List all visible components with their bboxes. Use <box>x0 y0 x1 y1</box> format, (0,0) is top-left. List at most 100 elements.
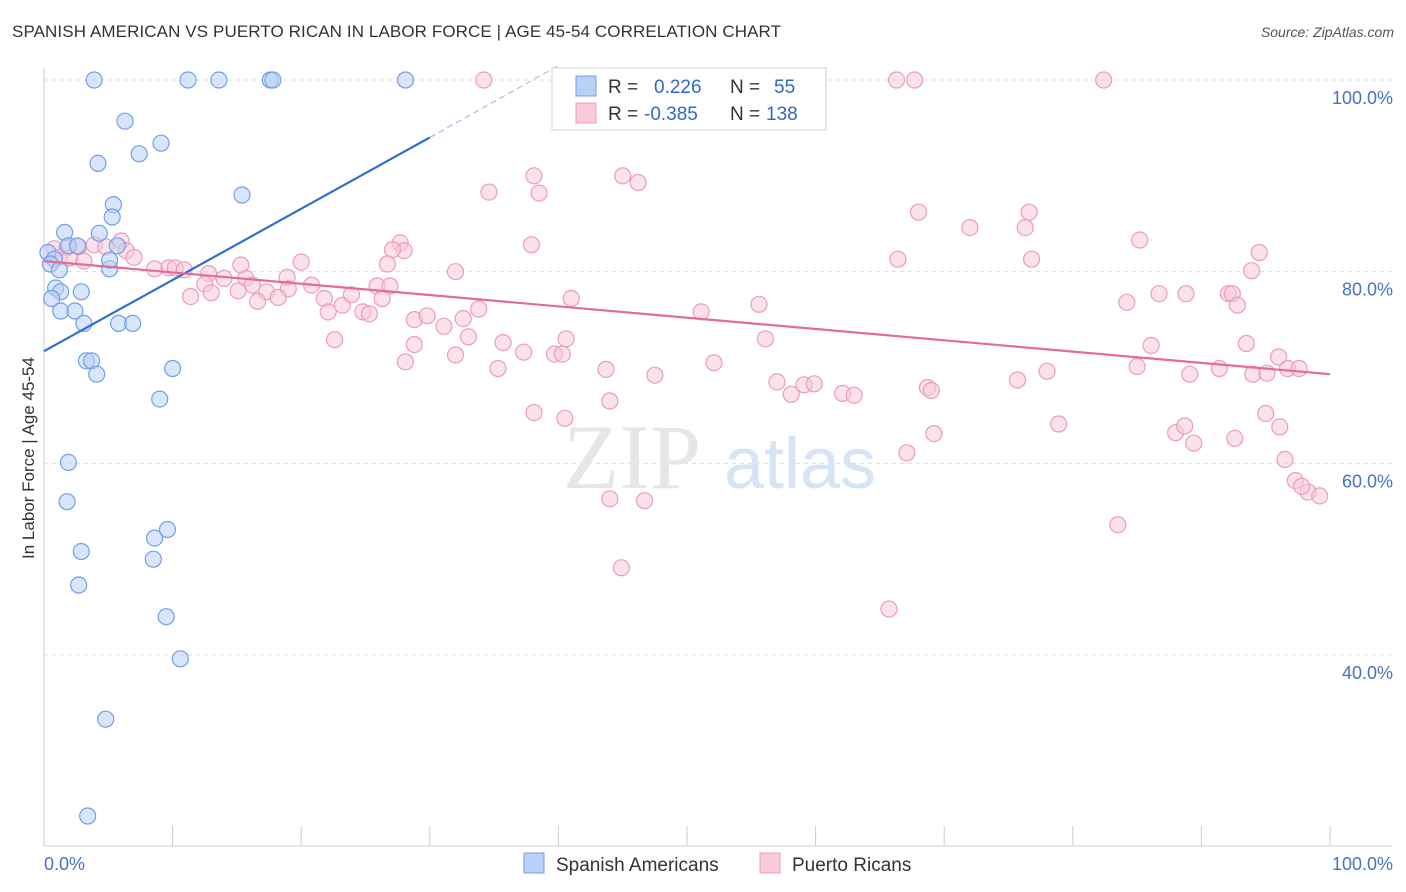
spanish-american-point-5 <box>396 71 414 89</box>
spanish-american-point-12 <box>103 208 121 226</box>
puerto-rican-point-71 <box>750 295 768 313</box>
puerto-rican-point-19 <box>1250 243 1268 262</box>
puerto-rican-point-135 <box>1050 415 1068 433</box>
puerto-rican-point-131 <box>612 559 631 577</box>
puerto-rican-point-16 <box>522 236 541 254</box>
puerto-rican-point-11 <box>1020 203 1038 221</box>
spanish-american-point-48 <box>79 807 97 825</box>
puerto-rican-point-112 <box>805 375 823 393</box>
puerto-rican-point-110 <box>556 409 574 427</box>
puerto-ricans-points <box>45 71 1329 618</box>
puerto-rican-point-100 <box>1269 348 1288 366</box>
puerto-rican-point-88 <box>489 359 507 378</box>
puerto-rican-point-61 <box>248 292 267 310</box>
puerto-rican-point-73 <box>1150 285 1168 303</box>
spanish-american-point-42 <box>72 542 90 561</box>
puerto-rican-point-104 <box>1237 334 1256 353</box>
puerto-rican-point-133 <box>705 354 723 372</box>
spanish-american-point-27 <box>43 289 61 308</box>
spanish-american-point-8 <box>130 145 148 163</box>
puerto-rican-point-14 <box>1131 231 1149 249</box>
puerto-rican-point-109 <box>525 403 543 422</box>
puerto-rican-point-63 <box>319 303 337 321</box>
puerto-rican-point-94 <box>1008 371 1027 389</box>
spanish-american-point-46 <box>171 650 189 668</box>
y-tick-label-40: 40.0% <box>1342 663 1393 683</box>
puerto-rican-point-108 <box>515 343 533 361</box>
puerto-rican-point-59 <box>373 289 391 308</box>
puerto-rican-point-68 <box>470 300 488 318</box>
puerto-rican-point-62 <box>269 288 287 307</box>
puerto-rican-point-9 <box>530 184 548 202</box>
puerto-rican-point-42 <box>1242 262 1261 280</box>
puerto-rican-point-107 <box>782 385 800 403</box>
puerto-rican-point-83 <box>557 330 575 348</box>
puerto-rican-point-102 <box>1128 357 1146 376</box>
legend-frame <box>551 67 827 131</box>
bottom-legend-label-pink: Puerto Ricans <box>792 855 911 876</box>
puerto-rican-point-127 <box>635 492 654 510</box>
puerto-rican-point-27 <box>125 248 143 266</box>
puerto-rican-point-106 <box>756 330 775 348</box>
puerto-rican-point-52 <box>229 282 247 300</box>
puerto-rican-point-3 <box>905 71 924 89</box>
puerto-rican-point-57 <box>342 286 360 304</box>
puerto-rican-point-132 <box>880 600 898 618</box>
puerto-rican-point-10 <box>909 203 928 221</box>
puerto-rican-point-40 <box>889 250 907 268</box>
puerto-rican-point-114 <box>922 381 940 400</box>
puerto-rican-point-66 <box>418 307 436 325</box>
spanish-american-point-40 <box>146 529 164 547</box>
puerto-rican-point-119 <box>1257 404 1275 423</box>
y-tick-label-100: 100.0% <box>1332 88 1393 108</box>
puerto-rican-point-118 <box>1226 429 1244 447</box>
bottom-legend-label-blue: Spanish Americans <box>556 855 719 876</box>
puerto-rican-point-85 <box>553 345 571 363</box>
puerto-rican-point-12 <box>961 219 979 237</box>
puerto-rican-point-91 <box>768 373 786 391</box>
spanish-american-point-28 <box>52 302 70 320</box>
puerto-rican-point-64 <box>360 305 378 323</box>
spanish-american-point-14 <box>90 224 108 242</box>
spanish-american-point-47 <box>97 710 115 728</box>
puerto-rican-point-77 <box>1228 296 1247 314</box>
puerto-rican-point-80 <box>494 334 512 352</box>
puerto-rican-point-82 <box>405 335 423 354</box>
puerto-rican-point-90 <box>646 366 664 384</box>
spanish-american-point-39 <box>58 493 76 511</box>
spanish-american-point-36 <box>164 359 182 378</box>
puerto-rican-point-78 <box>435 317 453 335</box>
spanish-americans-points <box>39 71 414 825</box>
axes <box>43 68 1392 847</box>
spanish-american-point-10 <box>233 186 251 204</box>
spanish-american-point-37 <box>151 390 169 408</box>
legend-swatch-blue <box>575 75 597 97</box>
x-tick-label-max: 100.0% <box>1332 854 1393 874</box>
spanish-american-point-41 <box>158 520 177 539</box>
spanish-american-point-26 <box>72 283 90 301</box>
spanish-american-point-45 <box>157 608 175 626</box>
puerto-rican-point-116 <box>1176 417 1194 435</box>
series-legend: Spanish Americans Puerto Ricans <box>523 852 911 876</box>
spanish-american-point-32 <box>124 314 142 332</box>
spanish-american-point-6 <box>116 112 134 130</box>
puerto-rican-point-105 <box>1290 359 1308 378</box>
y-axis-label: In Labor Force | Age 45-54 <box>19 357 38 559</box>
puerto-rican-point-79 <box>459 328 477 346</box>
puerto-rican-point-121 <box>1276 450 1294 469</box>
puerto-rican-point-117 <box>1185 434 1203 452</box>
legend-n-value-2: 138 <box>766 104 798 125</box>
puerto-rican-point-72 <box>1118 293 1136 311</box>
puerto-rican-point-86 <box>446 346 465 364</box>
puerto-rican-point-126 <box>601 490 619 508</box>
spanish-american-point-7 <box>89 154 107 172</box>
spanish-americans-trend-extension <box>429 65 559 139</box>
legend-n-label-1: N = <box>730 77 760 98</box>
spanish-american-point-19 <box>108 237 126 255</box>
spanish-american-point-21 <box>50 261 69 279</box>
puerto-rican-point-60 <box>146 260 164 278</box>
legend-r-label-1: R = <box>608 77 638 98</box>
puerto-rican-point-96 <box>1181 365 1199 383</box>
puerto-rican-point-89 <box>597 360 615 378</box>
